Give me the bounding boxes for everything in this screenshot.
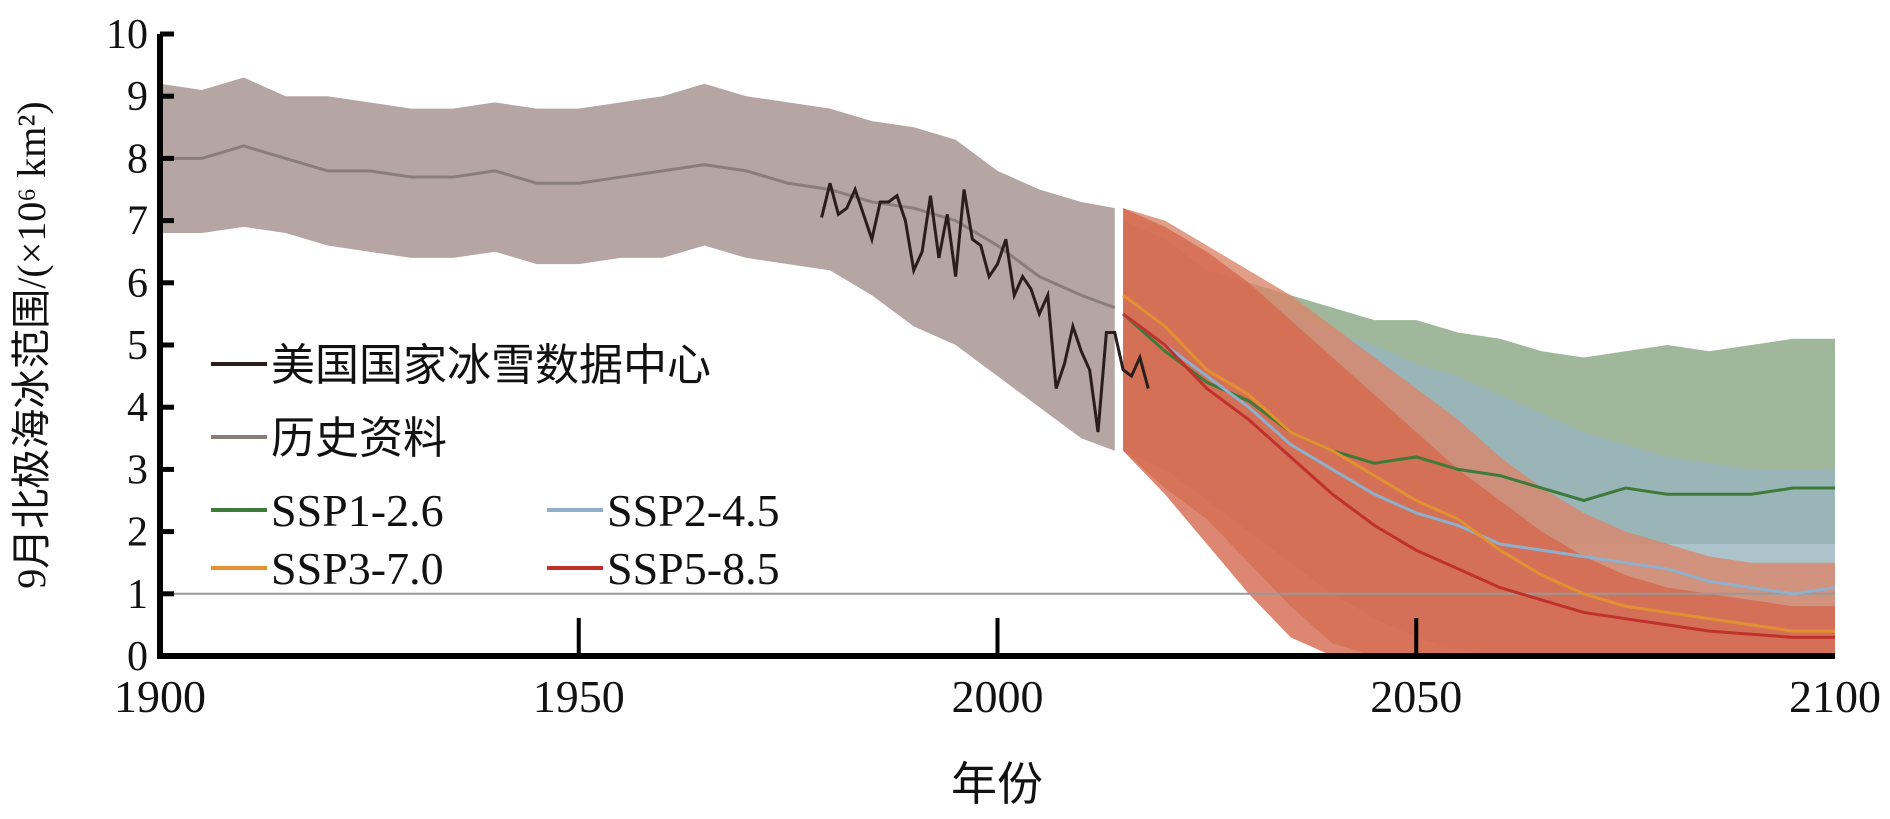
y-tick-label: 6 — [127, 261, 148, 307]
y-axis-label: 9月北极海冰范围/(×10⁶ km²) — [9, 101, 54, 588]
line-historical — [160, 144, 1116, 310]
y-tick-label: 0 — [127, 634, 148, 680]
y-tick-label: 5 — [127, 323, 148, 369]
axes: 0 1 2 3 4 5 6 7 8 9 10 1900 1950 2000 2050 2100 — [106, 12, 1881, 722]
legend-item-nsidc: 美国国家冰雪数据中心 — [211, 341, 711, 390]
legend-label: 美国国家冰雪数据中心 — [271, 341, 711, 390]
y-tick-label: 3 — [127, 447, 148, 493]
line-ssp1-2-6 — [1122, 312, 1835, 503]
line-ssp5-8-5 — [1122, 312, 1835, 639]
x-tick-label: 2000 — [952, 671, 1044, 722]
legend-item-historical: 历史资料 — [211, 414, 447, 463]
legend-label: SSP3-7.0 — [271, 543, 444, 594]
x-tick-label: 1950 — [533, 671, 625, 722]
uncertainty-bands — [160, 77, 1835, 656]
y-tick-label: 9 — [127, 74, 148, 120]
x-axis-label: 年份 — [951, 759, 1043, 810]
legend-item-ssp5-8-5: SSP5-8.5 — [547, 543, 780, 594]
y-tick-label: 1 — [127, 572, 148, 618]
series-lines — [160, 144, 1836, 639]
line-ssp3-7-0 — [1122, 294, 1835, 633]
legend-item-ssp1-2-6: SSP1-2.6 — [211, 485, 444, 536]
legend-label: 历史资料 — [271, 414, 447, 463]
legend-item-ssp2-4-5: SSP2-4.5 — [547, 485, 780, 536]
x-tick-label: 2100 — [1789, 671, 1881, 722]
line-nsidc — [820, 182, 1150, 433]
legend-label: SSP5-8.5 — [607, 543, 780, 594]
x-tick-label: 1900 — [114, 671, 206, 722]
y-tick-label: 10 — [106, 12, 148, 58]
y-tick-label: 8 — [127, 136, 148, 182]
band-ssp5-8-5 — [1123, 208, 1835, 656]
y-tick-label: 4 — [127, 385, 148, 431]
band-nsidc — [160, 77, 1115, 451]
y-tick-label: 2 — [127, 510, 148, 556]
legend-label: SSP1-2.6 — [271, 485, 444, 536]
legend-item-ssp3-7-0: SSP3-7.0 — [211, 543, 444, 594]
y-tick-label: 7 — [127, 199, 148, 245]
x-tick-label: 2050 — [1370, 671, 1462, 722]
legend-label: SSP2-4.5 — [607, 485, 780, 536]
